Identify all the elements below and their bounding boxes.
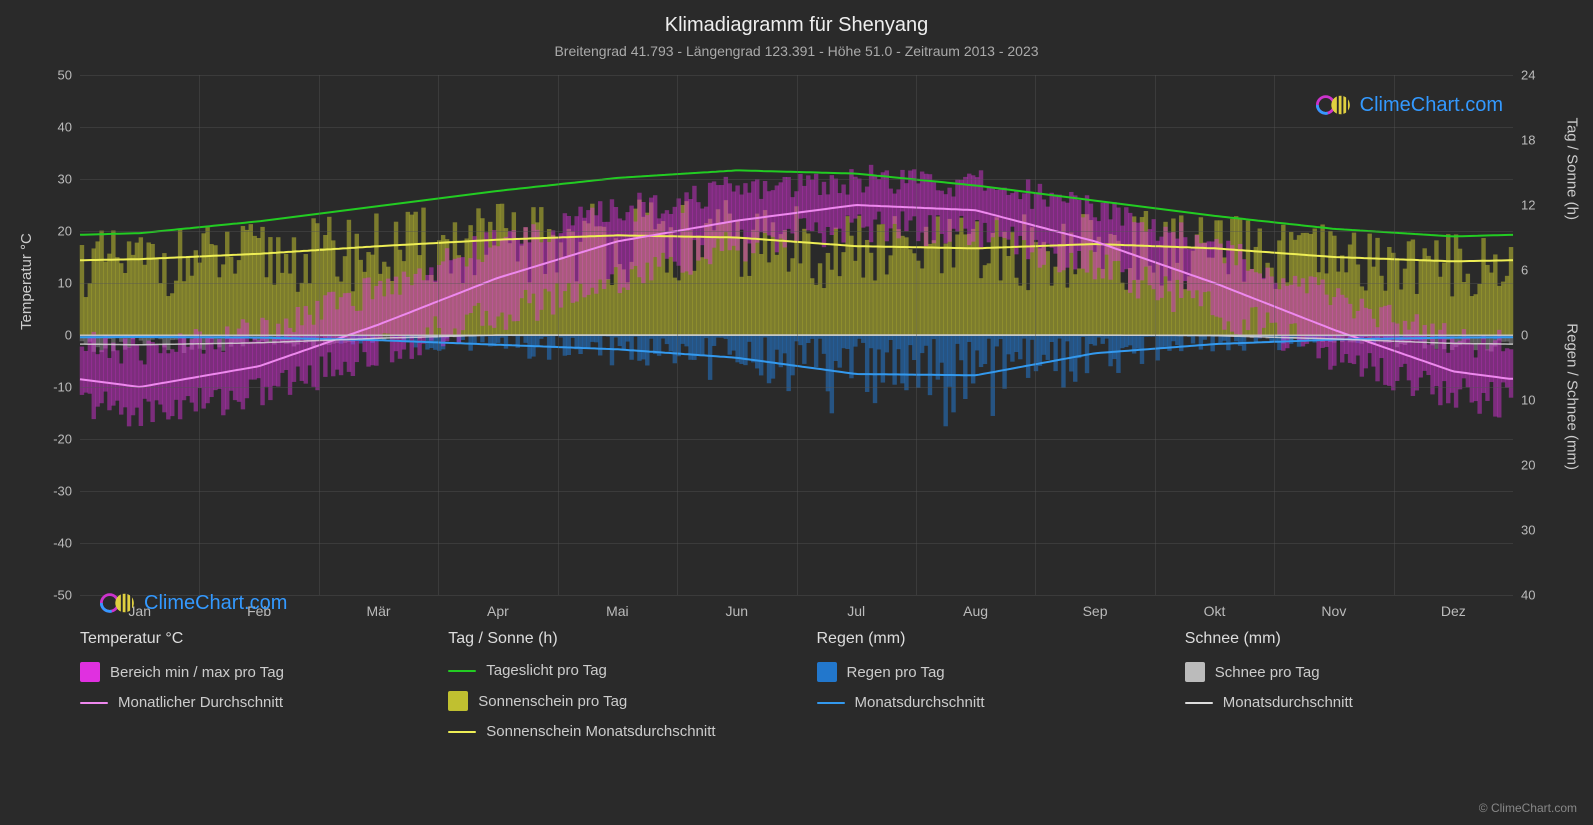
swatch-daylight bbox=[448, 670, 476, 672]
x-tick: Dez bbox=[1441, 603, 1466, 619]
swatch-snow-avg bbox=[1185, 702, 1213, 704]
y-left-tick: -30 bbox=[53, 484, 72, 499]
y-right-top-tick: 6 bbox=[1521, 263, 1528, 278]
legend-title: Regen (mm) bbox=[817, 630, 1145, 648]
legend-item: Schnee pro Tag bbox=[1185, 662, 1513, 682]
y-right-top-axis-label: Tag / Sonne (h) bbox=[1564, 117, 1581, 220]
legend-item: Monatsdurchschnitt bbox=[1185, 694, 1513, 711]
x-tick: Aug bbox=[963, 603, 988, 619]
legend: Temperatur °C Bereich min / max pro Tag … bbox=[80, 630, 1513, 752]
y-left-tick: 10 bbox=[58, 276, 72, 291]
x-tick: Okt bbox=[1204, 603, 1226, 619]
legend-col-rain: Regen (mm) Regen pro Tag Monatsdurchschn… bbox=[817, 630, 1145, 752]
legend-item: Regen pro Tag bbox=[817, 662, 1145, 682]
climate-chart: Klimadiagramm für Shenyang Breitengrad 4… bbox=[0, 0, 1593, 825]
swatch-rain-avg bbox=[817, 702, 845, 704]
y-right-top-tick: 24 bbox=[1521, 68, 1535, 83]
legend-title: Temperatur °C bbox=[80, 630, 408, 648]
x-tick: Sep bbox=[1083, 603, 1108, 619]
legend-title: Schnee (mm) bbox=[1185, 630, 1513, 648]
y-left-tick: -50 bbox=[53, 588, 72, 603]
watermark-top-right: ClimeChart.com bbox=[1316, 92, 1503, 118]
x-tick: Apr bbox=[487, 603, 509, 619]
y-left-tick: 30 bbox=[58, 172, 72, 187]
y-left-tick: 0 bbox=[65, 328, 72, 343]
swatch-sunshine-avg bbox=[448, 731, 476, 733]
legend-item: Monatlicher Durchschnitt bbox=[80, 694, 408, 711]
y-right-top-tick: 0 bbox=[1521, 328, 1528, 343]
y-left-tick: -40 bbox=[53, 536, 72, 551]
y-right-bot-tick: 40 bbox=[1521, 588, 1535, 603]
swatch-temp-avg bbox=[80, 702, 108, 704]
legend-title: Tag / Sonne (h) bbox=[448, 630, 776, 648]
legend-item: Bereich min / max pro Tag bbox=[80, 662, 408, 682]
y-left-tick: 40 bbox=[58, 120, 72, 135]
y-left-tick: -20 bbox=[53, 432, 72, 447]
x-tick: Jun bbox=[725, 603, 748, 619]
swatch-rain-bar bbox=[817, 662, 837, 682]
y-left-axis-label: Temperatur °C bbox=[18, 233, 35, 330]
swatch-sunshine-bar bbox=[448, 691, 468, 711]
legend-col-sun: Tag / Sonne (h) Tageslicht pro Tag Sonne… bbox=[448, 630, 776, 752]
y-left-tick: 20 bbox=[58, 224, 72, 239]
legend-item: Monatsdurchschnitt bbox=[817, 694, 1145, 711]
y-right-bot-tick: 20 bbox=[1521, 458, 1535, 473]
brand-text: ClimeChart.com bbox=[144, 592, 287, 615]
plot-area: 50403020100-10-20-30-40-5024181260102030… bbox=[80, 75, 1513, 595]
y-left-tick: -10 bbox=[53, 380, 72, 395]
y-right-top-tick: 18 bbox=[1521, 133, 1535, 148]
x-tick: Mär bbox=[366, 603, 390, 619]
copyright: © ClimeChart.com bbox=[1479, 801, 1577, 815]
brand-text: ClimeChart.com bbox=[1360, 94, 1503, 117]
x-tick: Jul bbox=[847, 603, 865, 619]
swatch-temp-range bbox=[80, 662, 100, 682]
chart-subtitle: Breitengrad 41.793 - Längengrad 123.391 … bbox=[0, 43, 1593, 59]
chart-title: Klimadiagramm für Shenyang bbox=[0, 0, 1593, 37]
y-right-bot-axis-label: Regen / Schnee (mm) bbox=[1564, 323, 1581, 470]
watermark-bottom-left: ClimeChart.com bbox=[100, 590, 287, 616]
x-tick: Nov bbox=[1321, 603, 1346, 619]
y-right-top-tick: 12 bbox=[1521, 198, 1535, 213]
swatch-snow-bar bbox=[1185, 662, 1205, 682]
legend-item: Sonnenschein Monatsdurchschnitt bbox=[448, 723, 776, 740]
legend-item: Sonnenschein pro Tag bbox=[448, 691, 776, 711]
y-right-bot-tick: 30 bbox=[1521, 523, 1535, 538]
legend-item: Tageslicht pro Tag bbox=[448, 662, 776, 679]
x-tick: Mai bbox=[606, 603, 629, 619]
legend-col-temp: Temperatur °C Bereich min / max pro Tag … bbox=[80, 630, 408, 752]
legend-col-snow: Schnee (mm) Schnee pro Tag Monatsdurchsc… bbox=[1185, 630, 1513, 752]
y-left-tick: 50 bbox=[58, 68, 72, 83]
y-right-bot-tick: 10 bbox=[1521, 393, 1535, 408]
